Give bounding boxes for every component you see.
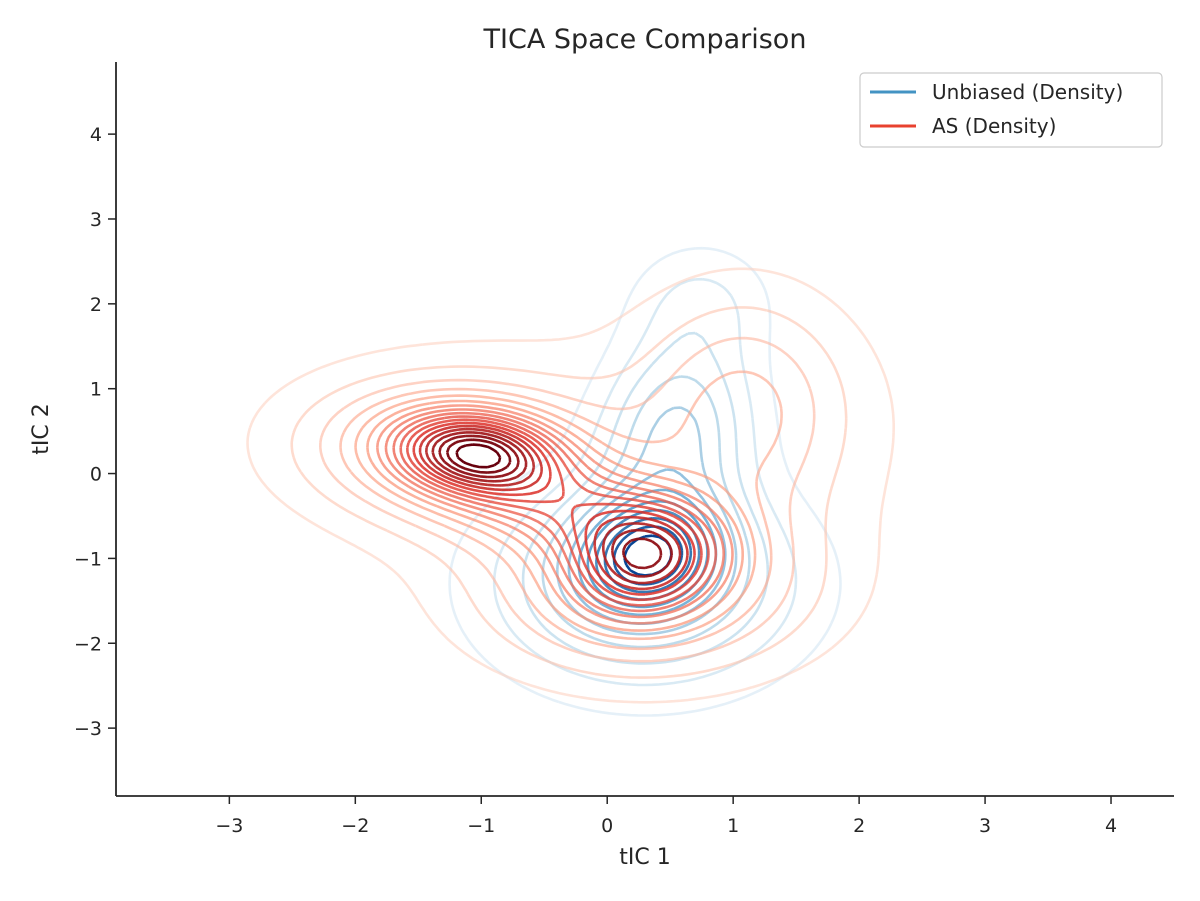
x-ticks: −3 −2 −1 0 1 2 3 4 [215,796,1117,837]
x-tick-label: 2 [853,815,865,837]
y-ticks: −3 −2 −1 0 1 2 3 4 [74,124,116,740]
legend-label-unbiased: Unbiased (Density) [932,80,1123,104]
contour-line [319,336,816,663]
x-tick-label: −1 [467,815,495,837]
y-tick-label: 4 [90,124,102,146]
contour-layer [246,246,895,717]
series-1-contours [246,267,895,704]
y-axis-label: tIC 2 [29,403,54,454]
y-tick-label: 1 [90,379,102,401]
contour-line [246,267,895,704]
contour-line [384,408,725,619]
x-tick-label: −3 [215,815,243,837]
contour-line [366,399,744,632]
legend-label-as: AS (Density) [932,114,1056,138]
contour-line [376,404,734,625]
x-tick-label: 3 [979,815,991,837]
contour-line [425,427,682,585]
contour-line [445,438,512,474]
contour-line [406,418,703,602]
legend: Unbiased (Density) AS (Density) [859,72,1163,148]
y-tick-label: 3 [90,209,102,231]
y-tick-label: 2 [90,294,102,316]
contour-line [392,411,718,613]
x-tick-label: −2 [341,815,369,837]
chart-title: TICA Space Comparison [483,24,807,55]
x-tick-label: 4 [1105,815,1117,837]
y-tick-label: −1 [74,548,102,570]
contour-line [418,424,689,591]
contour-line [339,370,783,651]
x-tick-label: 1 [727,815,739,837]
contour-line [448,246,842,717]
x-axis-label: tIC 1 [619,845,670,870]
contour-line [399,415,710,607]
y-tick-label: 0 [90,464,102,486]
contour-line [412,421,696,596]
contour-line [438,434,663,570]
contour-line [603,517,693,594]
contour-line [290,306,848,679]
y-tick-label: −3 [74,718,102,740]
x-tick-label: 0 [601,815,613,837]
legend-box [859,72,1163,148]
contour-line [354,394,757,641]
contour-line [431,431,673,578]
contour-line [455,443,502,469]
y-tick-label: −2 [74,633,102,655]
